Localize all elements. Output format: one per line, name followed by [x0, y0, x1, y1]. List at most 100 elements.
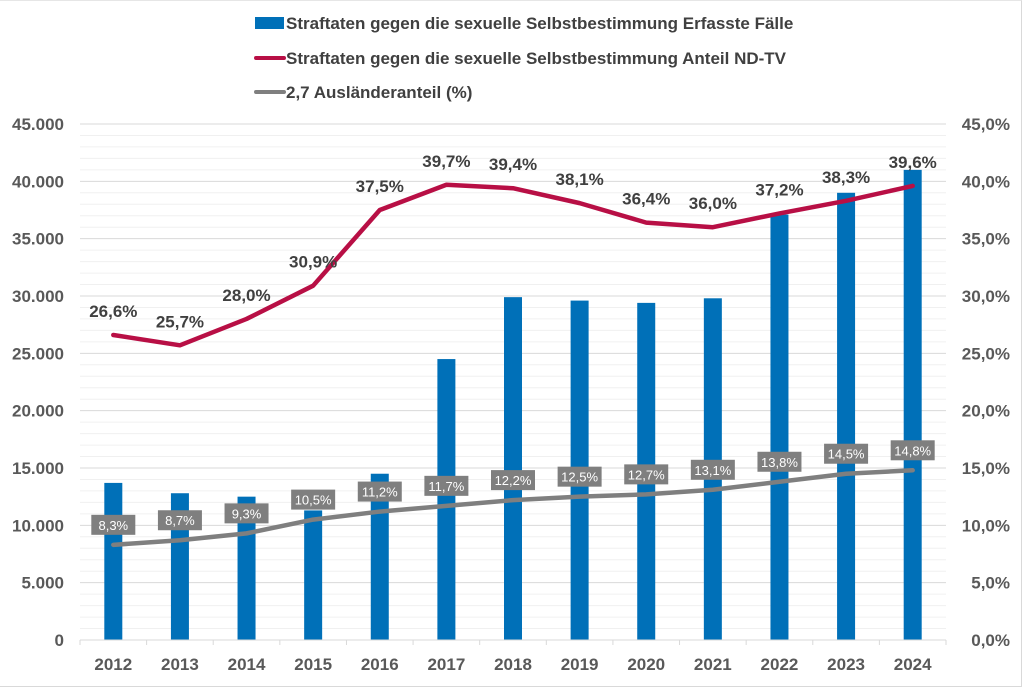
gray-data-label-2023: 14,5%: [824, 443, 869, 464]
x-tick-label: 2020: [627, 655, 665, 674]
gray-data-label-2017: 11,7%: [424, 475, 469, 496]
gray-data-label-2024: 14,8%: [890, 440, 935, 461]
gray-data-label: 12,2%: [495, 473, 532, 488]
gray-data-label-2016: 11,2%: [357, 481, 402, 502]
gray-label-box: [824, 443, 869, 464]
x-axis: 2012 2013 2014 2015 2016 2017 2018 2019 2020 2021…: [79, 639, 947, 674]
red-data-label: 28,0%: [222, 286, 270, 305]
y-right-tick-label: 0,0%: [971, 631, 1010, 650]
x-tick-label: 2021: [694, 655, 732, 674]
gray-data-label-2021: 13,1%: [690, 459, 735, 480]
red-data-label: 25,7%: [156, 312, 204, 331]
red-data-label: 36,4%: [622, 190, 670, 209]
red-data-label: 39,7%: [422, 152, 470, 171]
bar-2012: [104, 482, 123, 640]
gray-label-box: [890, 440, 935, 461]
x-tick-label: 2018: [494, 655, 532, 674]
gray-label-box: [557, 466, 602, 487]
x-tick-label: 2016: [361, 655, 399, 674]
red-data-label: 39,6%: [889, 153, 937, 172]
x-tick-label: 2013: [161, 655, 199, 674]
x-tick-label: 2015: [294, 655, 332, 674]
y-left-tick-label: 15.000: [12, 459, 64, 478]
gray-label-box: [690, 459, 735, 480]
red-data-label: 30,9%: [289, 253, 337, 272]
gray-data-label-2022: 13,8%: [757, 451, 802, 472]
red-data-label: 37,2%: [755, 180, 803, 199]
x-tick-label: 2023: [827, 655, 865, 674]
y-left-tick-label: 10.000: [12, 516, 64, 535]
gray-data-label: 10,5%: [295, 493, 332, 508]
x-tick-label: 2019: [561, 655, 599, 674]
bar-2016: [370, 473, 389, 640]
bar-2018: [504, 297, 522, 640]
y-right-tick-label: 40,0%: [962, 172, 1010, 191]
legend: Straftaten gegen die sexuelle Selbstbest…: [254, 14, 793, 102]
gray-data-label-2013: 8,7%: [157, 510, 202, 531]
gray-label-box: [91, 514, 136, 535]
x-tick-label: 2024: [894, 655, 932, 674]
bar-2022: [770, 214, 789, 640]
y-right-tick-label: 35,0%: [962, 230, 1010, 249]
legend-label-red-line: Straftaten gegen die sexuelle Selbstbest…: [286, 49, 787, 68]
left-axis: 0 5.000 10.000 15.000 20.000 25.000 30.000 35.0…: [12, 115, 64, 650]
gray-data-label: 12,7%: [628, 467, 665, 482]
legend-item-gray-line[interactable]: 2,7 Ausländeranteil (%): [254, 83, 472, 102]
legend-label-gray-line: 2,7 Ausländeranteil (%): [286, 83, 472, 102]
gray-label-box: [757, 451, 802, 472]
y-left-tick-label: 25.000: [12, 344, 64, 363]
legend-item-red-line[interactable]: Straftaten gegen die sexuelle Selbstbest…: [254, 49, 787, 68]
gray-data-label: 11,2%: [362, 485, 398, 500]
y-right-tick-label: 20,0%: [962, 402, 1010, 421]
gray-data-label: 13,8%: [761, 455, 798, 470]
y-left-tick-label: 5.000: [21, 574, 64, 593]
right-axis: 0,0% 5,0% 10,0% 15,0% 20,0% 25,0% 30,0% 35,0% 40…: [962, 115, 1010, 650]
y-left-tick-label: 40.000: [12, 172, 64, 191]
y-right-tick-label: 10,0%: [962, 516, 1010, 535]
gray-data-label-2019: 12,5%: [557, 466, 602, 487]
x-tick-label: 2012: [94, 655, 132, 674]
y-right-tick-label: 25,0%: [962, 344, 1010, 363]
bar-2023: [837, 192, 856, 641]
y-right-tick-label: 5,0%: [971, 574, 1010, 593]
red-data-label: 37,5%: [356, 177, 404, 196]
red-data-label: 38,1%: [556, 170, 604, 189]
red-data-label: 38,3%: [822, 168, 870, 187]
gray-data-label-2018: 12,2%: [491, 470, 535, 491]
data-labels: 26,6% 25,7% 28,0% 30,9% 37,5% 39,7% 39,4% 38,1%…: [89, 152, 937, 535]
y-left-tick-label: 30.000: [12, 287, 64, 306]
gray-label-box: [624, 464, 669, 485]
gray-data-label: 14,8%: [894, 443, 931, 458]
bar-series: [104, 169, 922, 641]
bar-2024: [903, 169, 922, 640]
gray-label-box: [291, 489, 336, 510]
gray-data-label-2015: 10,5%: [291, 489, 336, 510]
red-data-label: 39,4%: [489, 155, 537, 174]
bar-2017: [437, 359, 456, 640]
x-tick-label: 2017: [427, 655, 465, 674]
y-left-tick-label: 45.000: [12, 115, 64, 134]
gray-data-label-2020: 12,7%: [624, 464, 669, 485]
y-right-tick-label: 30,0%: [962, 287, 1010, 306]
x-tick-label: 2014: [228, 655, 266, 674]
gray-label-box: [424, 475, 469, 496]
gray-data-label: 9,3%: [232, 506, 262, 521]
y-left-tick-label: 35.000: [12, 230, 64, 249]
gray-label-box: [491, 470, 535, 491]
gray-data-label: 11,7%: [428, 479, 464, 494]
legend-item-bars[interactable]: Straftaten gegen die sexuelle Selbstbest…: [255, 14, 793, 33]
gray-data-label: 12,5%: [561, 470, 598, 485]
bar-2015: [304, 510, 323, 640]
gray-label-box: [157, 510, 202, 531]
x-tick-label: 2022: [761, 655, 799, 674]
y-right-tick-label: 45,0%: [962, 115, 1010, 134]
line-series: [111, 182, 915, 548]
gray-data-label: 14,5%: [828, 447, 865, 462]
gray-data-label-2014: 9,3%: [224, 503, 269, 524]
gray-label-box: [357, 481, 402, 502]
red-data-label: 26,6%: [89, 302, 137, 321]
red-data-label: 36,0%: [689, 194, 737, 213]
gray-data-label: 8,3%: [98, 518, 128, 533]
